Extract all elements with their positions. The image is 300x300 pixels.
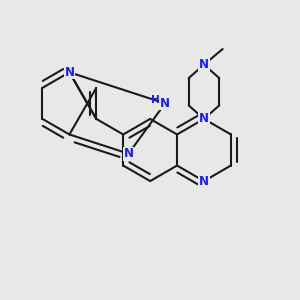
Text: H: H	[151, 95, 160, 105]
Text: N: N	[199, 58, 209, 71]
Text: N: N	[199, 175, 209, 188]
Text: N: N	[160, 97, 170, 110]
Text: N: N	[64, 66, 74, 79]
Text: N: N	[199, 112, 209, 125]
Text: N: N	[124, 147, 134, 160]
